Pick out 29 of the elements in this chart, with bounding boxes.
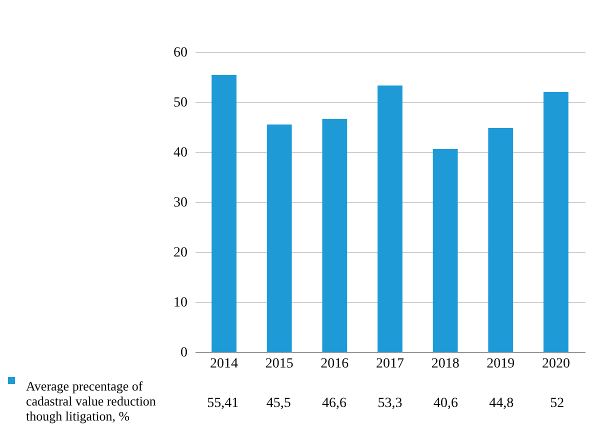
legend-label: Average precentage of cadastral value reduction though litigation, % [26,378,156,424]
y-tick-label: 30 [174,196,188,210]
bar [488,128,514,352]
bar [266,124,292,352]
x-tick-label: 2018 [431,356,460,372]
x-tick-label: 2015 [265,356,294,372]
data-label: 44,8 [489,396,514,411]
bar [544,92,568,352]
data-label: 46,6 [322,396,347,411]
y-tick-label: 40 [174,146,188,160]
x-tick-label: 2017 [376,356,404,372]
bar [378,86,402,352]
data-label: 53,3 [378,396,402,411]
bar [322,119,348,352]
bar [212,74,236,352]
bar [432,149,458,352]
data-label: 40,6 [433,396,458,411]
y-tick-label: 10 [174,296,188,310]
x-tick-label: 2019 [486,356,515,372]
data-label: 45,5 [266,396,291,411]
y-tick-label: 20 [174,246,188,260]
y-tick-label: 0 [180,346,188,360]
x-tick-label: 2020 [542,356,570,372]
y-tick-label: 50 [174,96,188,110]
data-label: 55,41 [207,396,239,411]
y-tick-label: 60 [174,46,188,60]
data-label: 52 [550,396,564,411]
x-tick-label: 2014 [210,356,238,372]
x-tick-label: 2016 [320,356,349,372]
